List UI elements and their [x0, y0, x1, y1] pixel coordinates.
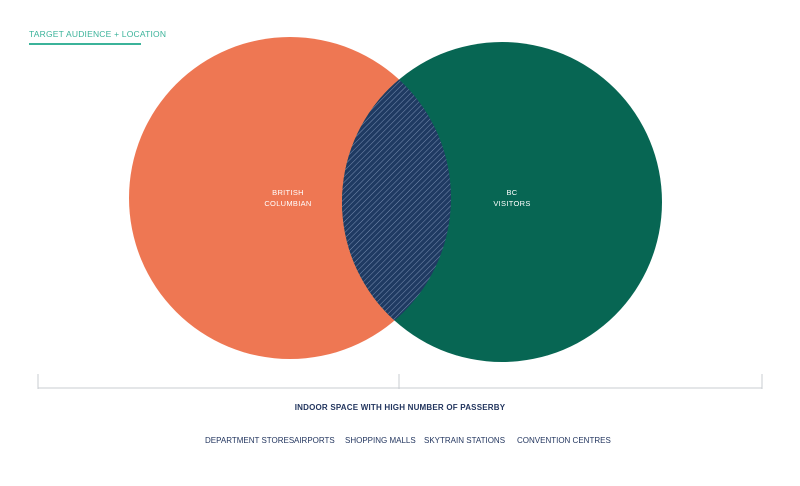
- location-item: DEPARTMENT STORES: [205, 436, 295, 445]
- left-circle-label-line1: BRITISH: [272, 188, 304, 197]
- range-bracket: [37, 374, 763, 389]
- location-item: SHOPPING MALLS: [345, 436, 416, 445]
- right-circle-label-line2: VISITORS: [493, 199, 530, 208]
- locations-heading: INDOOR SPACE WITH HIGH NUMBER OF PASSERB…: [294, 403, 506, 412]
- location-item: AIRPORTS: [294, 436, 335, 445]
- location-item: CONVENTION CENTRES: [517, 436, 611, 445]
- location-item: SKYTRAIN STATIONS: [424, 436, 506, 445]
- section-title-underline: [29, 43, 141, 45]
- section-title: TARGET AUDIENCE + LOCATION: [29, 29, 167, 39]
- right-circle-label-line1: BC: [506, 188, 517, 197]
- audience-overlap-region: [342, 42, 451, 359]
- left-circle-label-line2: COLUMBIAN: [264, 199, 311, 208]
